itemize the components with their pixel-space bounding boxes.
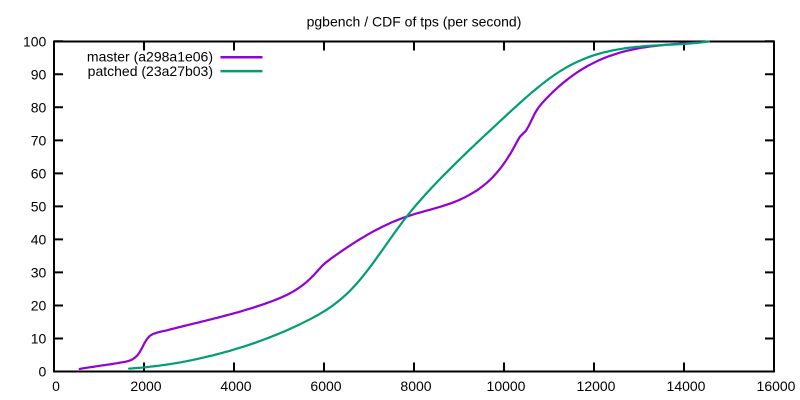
svg-text:50: 50 (31, 199, 47, 215)
svg-text:0: 0 (39, 364, 47, 380)
svg-text:70: 70 (31, 133, 47, 149)
svg-text:8000: 8000 (400, 378, 431, 394)
svg-text:90: 90 (31, 67, 47, 83)
svg-text:20: 20 (31, 298, 47, 314)
svg-text:4000: 4000 (220, 378, 251, 394)
svg-text:patched (23a27b03): patched (23a27b03) (88, 63, 213, 79)
svg-text:0: 0 (52, 378, 60, 394)
svg-text:100: 100 (23, 33, 47, 49)
svg-text:10: 10 (31, 331, 47, 347)
svg-text:10000: 10000 (487, 378, 526, 394)
svg-text:30: 30 (31, 265, 47, 281)
svg-text:80: 80 (31, 100, 47, 116)
svg-text:60: 60 (31, 166, 47, 182)
svg-text:40: 40 (31, 232, 47, 248)
svg-text:master (a298a1e06): master (a298a1e06) (87, 49, 213, 65)
svg-text:6000: 6000 (310, 378, 341, 394)
svg-text:12000: 12000 (577, 378, 616, 394)
svg-text:16000: 16000 (757, 378, 796, 394)
svg-text:14000: 14000 (667, 378, 706, 394)
svg-text:2000: 2000 (130, 378, 161, 394)
svg-text:pgbench / CDF of tps (per seco: pgbench / CDF of tps (per second) (307, 14, 522, 30)
